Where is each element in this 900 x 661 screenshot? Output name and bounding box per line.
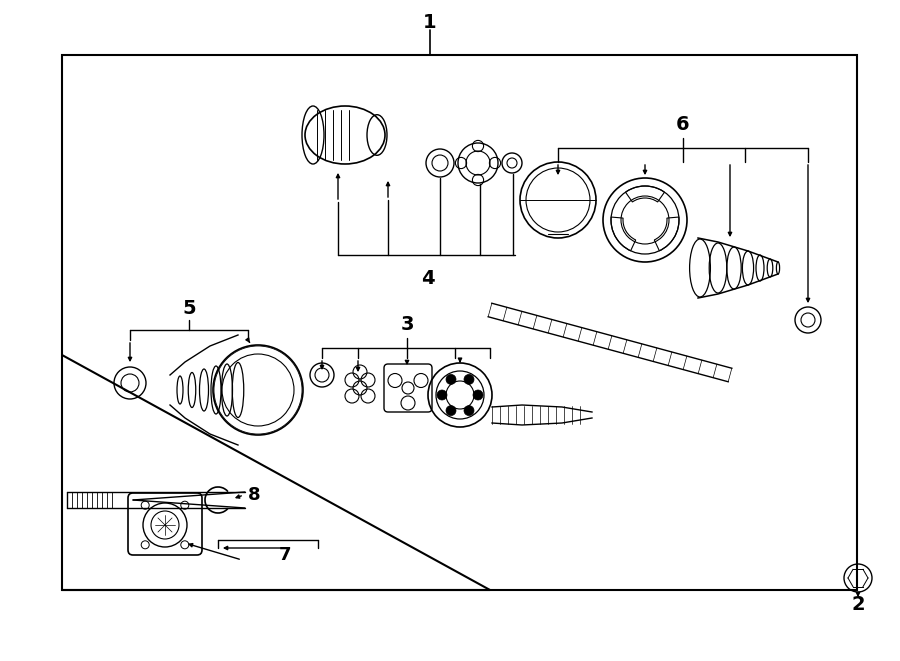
Text: 8: 8 [248,486,261,504]
Circle shape [473,390,483,400]
Text: 4: 4 [421,268,435,288]
Circle shape [464,374,474,385]
Text: 3: 3 [400,315,414,334]
Text: 7: 7 [279,546,292,564]
Circle shape [437,390,447,400]
Circle shape [446,374,456,385]
Bar [62,55,857,590]
Circle shape [446,406,456,416]
Text: 5: 5 [182,299,196,317]
Text: 1: 1 [423,13,436,32]
Text: 2: 2 [851,596,865,615]
Text: 6: 6 [676,116,689,134]
Circle shape [464,406,474,416]
